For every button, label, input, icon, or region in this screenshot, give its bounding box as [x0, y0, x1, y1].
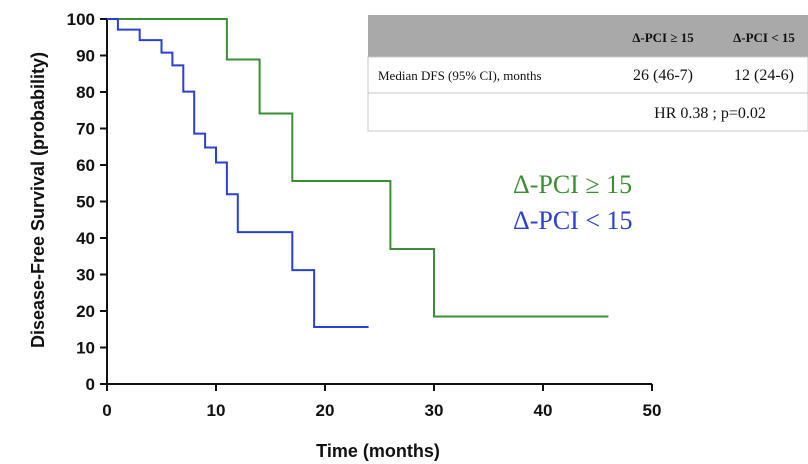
y-tick-label: 50: [76, 193, 95, 212]
summary-table: Δ-PCI ≥ 15 Δ-PCI < 15 Median DFS (95% CI…: [367, 15, 808, 132]
table-body: [367, 56, 808, 132]
axes: 0 10 20 30 40 50 60 70 80 90 100 0 10 20 30 40 50: [67, 10, 662, 420]
table-header-pci-low: Δ-PCI < 15: [733, 30, 795, 45]
y-tick-label: 40: [76, 229, 95, 248]
y-tick-label: 10: [76, 339, 95, 358]
x-tick-label: 40: [534, 401, 553, 420]
table-footer-hr: HR 0.38 ; p=0.02: [654, 105, 766, 122]
legend: Δ-PCI ≥ 15 Δ-PCI < 15: [513, 170, 633, 235]
table-cell-pci-high: 26 (46-7): [633, 67, 693, 84]
series-line-pci-high: [107, 18, 609, 318]
x-tick-label: 30: [425, 401, 444, 420]
y-tick-label: 80: [76, 83, 95, 102]
y-tick-label: 90: [76, 47, 95, 66]
series-line-pci-low: [107, 18, 369, 329]
y-tick-label: 100: [67, 10, 95, 29]
legend-entry-pci-low: Δ-PCI < 15: [513, 206, 633, 235]
y-tick-label: 30: [76, 266, 95, 285]
table-header-pci-high: Δ-PCI ≥ 15: [632, 30, 694, 45]
y-tick-label: 70: [76, 120, 95, 139]
y-tick-label: 0: [86, 375, 95, 394]
y-tick-label: 60: [76, 156, 95, 175]
table-header-band: [368, 15, 808, 57]
y-tick-label: 20: [76, 302, 95, 321]
survival-curves: [107, 18, 609, 329]
legend-entry-pci-high: Δ-PCI ≥ 15: [513, 170, 632, 199]
table-row-label: Median DFS (95% CI), months: [378, 68, 542, 83]
y-axis-label: Disease-Free Survival (probability): [28, 52, 48, 348]
x-tick-label: 50: [643, 401, 662, 420]
x-axis-label: Time (months): [316, 441, 440, 461]
x-tick-label: 20: [316, 401, 335, 420]
x-tick-label: 10: [207, 401, 226, 420]
x-tick-label: 0: [102, 401, 111, 420]
table-cell-pci-low: 12 (24-6): [734, 67, 794, 84]
